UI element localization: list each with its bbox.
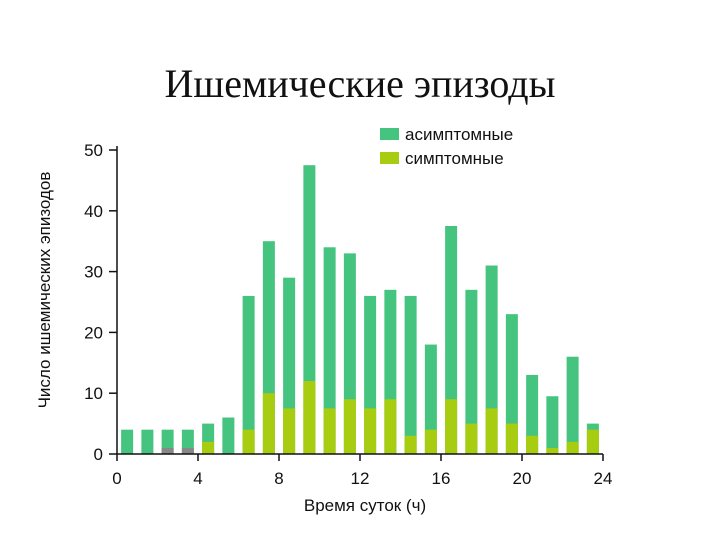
bar-symptomatic-23 — [586, 429, 599, 454]
legend: асимптомные симптомные — [380, 125, 513, 168]
y-tick-label-1: 10 — [84, 384, 103, 403]
bar-symptomatic-6 — [242, 429, 255, 454]
y-axis-label: Число ишемических эпизодов — [35, 172, 54, 409]
legend-swatch-symptomatic — [380, 152, 399, 164]
x-tick-label-4: 16 — [432, 469, 451, 488]
bar-symptomatic-20 — [526, 435, 539, 454]
bar-symptomatic-16 — [445, 399, 458, 454]
bar-symptomatic-15 — [424, 429, 437, 454]
bar-symptomatic-11 — [343, 399, 356, 454]
x-ticks: 0 4 8 12 16 20 24 — [112, 454, 612, 488]
x-tick-label-5: 20 — [513, 469, 532, 488]
bar-asymptomatic-22 — [566, 356, 579, 454]
bar-symptomatic-9 — [303, 381, 316, 454]
bar-asymptomatic-19 — [505, 314, 518, 454]
bar-asymptomatic-0 — [121, 429, 134, 454]
bar-symptomatic-4 — [202, 441, 215, 454]
x-tick-label-3: 12 — [351, 469, 370, 488]
x-tick-label-2: 8 — [274, 469, 283, 488]
legend-label-asymptomatic: асимптомные — [405, 125, 513, 144]
bar-asymptomatic-14 — [404, 295, 417, 454]
bar-other-3 — [181, 447, 194, 454]
bar-other-2 — [161, 447, 174, 454]
bar-symptomatic-12 — [364, 408, 377, 454]
y-tick-label-2: 20 — [84, 323, 103, 342]
chart-title: Ишемические эпизоды — [164, 61, 556, 106]
y-tick-label-4: 40 — [84, 202, 103, 221]
bar-asymptomatic-17 — [465, 289, 478, 454]
bar-symptomatic-14 — [404, 435, 417, 454]
x-tick-label-6: 24 — [594, 469, 613, 488]
y-tick-label-0: 0 — [94, 445, 103, 464]
legend-swatch-asymptomatic — [380, 128, 399, 140]
y-tick-label-3: 30 — [84, 263, 103, 282]
bar-symptomatic-19 — [505, 423, 518, 454]
bar-asymptomatic-6 — [242, 295, 255, 454]
bar-symptomatic-8 — [283, 408, 296, 454]
bar-symptomatic-22 — [566, 441, 579, 454]
bar-symptomatic-21 — [546, 447, 559, 454]
bar-asymptomatic-21 — [546, 396, 559, 454]
x-tick-label-0: 0 — [112, 469, 121, 488]
bar-symptomatic-17 — [465, 423, 478, 454]
y-tick-label-5: 50 — [84, 141, 103, 160]
bar-asymptomatic-1 — [141, 429, 154, 454]
bars-group — [121, 165, 599, 454]
bar-asymptomatic-18 — [485, 265, 498, 454]
bar-symptomatic-10 — [323, 408, 336, 454]
bar-asymptomatic-20 — [526, 374, 539, 454]
legend-label-symptomatic: симптомные — [405, 149, 504, 168]
x-axis-label: Время суток (ч) — [304, 496, 426, 515]
bar-symptomatic-7 — [262, 393, 275, 454]
bar-asymptomatic-16 — [445, 226, 458, 454]
bar-asymptomatic-15 — [424, 344, 437, 454]
bar-asymptomatic-2 — [161, 429, 174, 454]
bar-asymptomatic-10 — [323, 247, 336, 454]
bar-symptomatic-18 — [485, 408, 498, 454]
y-ticks: 0 10 20 30 40 50 — [84, 141, 117, 464]
bar-symptomatic-13 — [384, 399, 397, 454]
bar-asymptomatic-5 — [222, 417, 235, 454]
bar-asymptomatic-3 — [181, 429, 194, 454]
x-tick-label-1: 4 — [193, 469, 202, 488]
